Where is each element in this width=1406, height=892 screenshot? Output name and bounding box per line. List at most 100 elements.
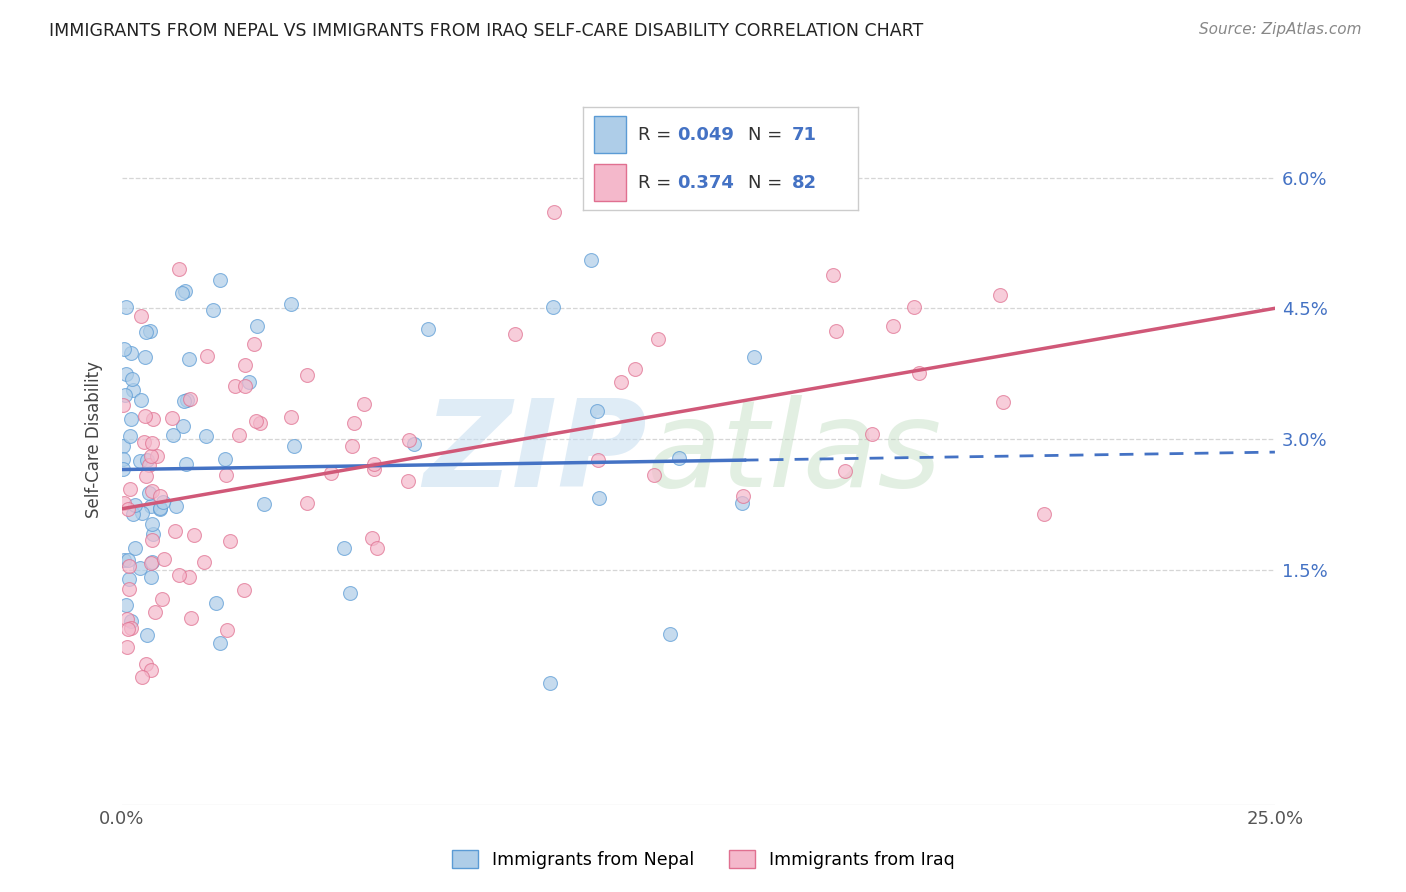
Point (731, 496, 754, 510)
Point (139, 449, 162, 463)
Point (647, 333, 669, 347)
Point (503, 326, 526, 341)
Point (233, 582, 256, 597)
Point (319, 466, 342, 480)
Point (172, 419, 194, 434)
Point (297, 495, 319, 509)
FancyBboxPatch shape (595, 164, 626, 202)
Point (742, 350, 765, 364)
Point (253, 497, 276, 511)
Point (180, 610, 202, 624)
Point (167, 262, 190, 277)
Point (136, 453, 159, 467)
Point (128, 454, 150, 468)
Text: atlas: atlas (647, 395, 942, 512)
Point (141, 499, 163, 513)
Point (120, 615, 142, 629)
Point (860, 426, 883, 441)
Point (115, 612, 138, 626)
Point (363, 457, 385, 471)
Point (135, 627, 157, 641)
Point (135, 325, 157, 339)
Point (233, 359, 256, 373)
Point (135, 468, 157, 483)
Point (204, 596, 226, 610)
Point (141, 484, 163, 499)
Point (152, 495, 174, 509)
Point (228, 428, 250, 442)
Text: ZIP: ZIP (423, 395, 647, 512)
Point (149, 490, 172, 504)
Point (111, 452, 134, 467)
Point (176, 457, 198, 471)
Point (149, 501, 172, 516)
Point (138, 458, 160, 472)
Point (129, 392, 152, 407)
Point (135, 657, 157, 671)
Point (195, 429, 218, 443)
Point (333, 541, 356, 555)
Point (124, 498, 146, 512)
Point (170, 286, 193, 301)
Point (179, 392, 201, 406)
Point (215, 467, 238, 482)
Point (141, 556, 163, 570)
Point (141, 533, 163, 547)
Point (224, 378, 246, 392)
Point (134, 350, 156, 364)
Point (177, 352, 200, 367)
Point (111, 440, 134, 454)
Point (245, 414, 267, 428)
Point (908, 366, 931, 380)
Point (176, 392, 198, 407)
Point (118, 559, 141, 574)
Text: IMMIGRANTS FROM NEPAL VS IMMIGRANTS FROM IRAQ SELF-CARE DISABILITY CORRELATION C: IMMIGRANTS FROM NEPAL VS IMMIGRANTS FROM… (49, 22, 924, 40)
Point (363, 462, 385, 476)
Point (246, 318, 269, 333)
Point (153, 552, 176, 566)
Point (115, 640, 138, 654)
Point (208, 273, 231, 287)
Point (541, 301, 564, 315)
Point (825, 324, 848, 338)
Point (398, 433, 420, 447)
Point (208, 636, 231, 650)
Text: 0.374: 0.374 (676, 174, 734, 192)
Point (402, 437, 425, 451)
Point (903, 300, 925, 314)
Point (235, 378, 257, 392)
Point (139, 570, 162, 584)
Point (152, 591, 174, 606)
Point (183, 528, 205, 542)
Point (785, 190, 807, 204)
Point (118, 482, 141, 496)
Point (659, 626, 682, 640)
Point (114, 388, 136, 402)
Point (165, 499, 187, 513)
Point (340, 439, 363, 453)
Point (142, 527, 165, 541)
Point (117, 622, 139, 636)
Point (342, 417, 364, 431)
Point (128, 560, 150, 574)
Point (121, 372, 143, 386)
Point (339, 586, 361, 600)
Y-axis label: Self-Care Disability: Self-Care Disability (86, 360, 103, 517)
Point (173, 284, 195, 298)
Point (243, 336, 266, 351)
Point (117, 502, 139, 516)
Point (668, 450, 690, 465)
Point (195, 349, 218, 363)
Point (112, 496, 135, 510)
Point (118, 582, 141, 596)
Point (731, 489, 754, 503)
Point (543, 204, 565, 219)
Point (139, 663, 162, 677)
Point (416, 322, 439, 336)
Point (366, 541, 388, 555)
Point (586, 404, 609, 418)
Point (1032, 507, 1054, 521)
Text: N =: N = (748, 126, 787, 144)
Point (353, 397, 375, 411)
Point (112, 462, 135, 476)
